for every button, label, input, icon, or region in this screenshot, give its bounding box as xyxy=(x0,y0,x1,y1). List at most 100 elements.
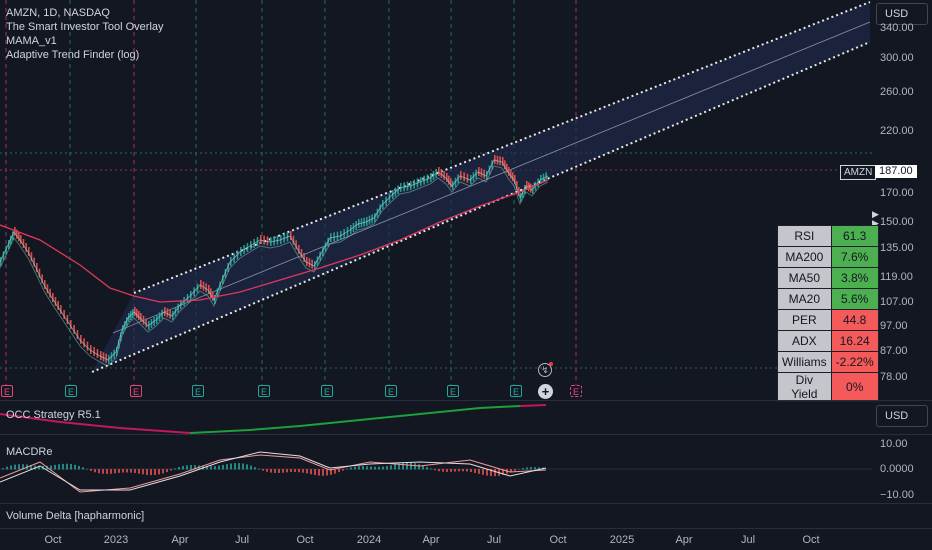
candle xyxy=(202,281,205,291)
macd-histogram-bar xyxy=(150,469,152,476)
stats-row: Williams -2.22% xyxy=(777,351,879,373)
candle xyxy=(504,160,506,170)
last-price-value: 187.00 xyxy=(875,165,917,178)
occ-line xyxy=(299,419,361,427)
macd-histogram-bar xyxy=(446,469,448,472)
macd-histogram-bar xyxy=(422,465,424,470)
candle xyxy=(70,320,72,329)
currency-button[interactable]: USD xyxy=(876,3,928,25)
indicator-smart-investor[interactable]: The Smart Investor Tool Overlay xyxy=(6,21,164,33)
macd-histogram-bar xyxy=(162,469,164,474)
macd-histogram-bar xyxy=(102,469,104,474)
symbol-title[interactable]: AMZN, 1D, NASDAQ xyxy=(6,7,110,19)
stats-label: MA50 xyxy=(777,267,832,289)
candle xyxy=(499,156,501,166)
candle xyxy=(483,169,485,179)
earnings-marker[interactable]: E xyxy=(130,385,142,397)
time-tick: Oct xyxy=(802,534,820,546)
macd-histogram-bar xyxy=(458,469,460,472)
macd-histogram-bar xyxy=(518,469,520,470)
candle xyxy=(66,315,69,324)
macd-histogram-bar xyxy=(530,467,532,470)
candle xyxy=(214,295,216,304)
macd-histogram-bar xyxy=(54,464,56,470)
alert-dot-icon xyxy=(549,362,553,366)
macd-histogram-bar xyxy=(106,469,108,474)
time-tick: Apr xyxy=(171,534,189,546)
candle xyxy=(219,281,221,291)
occ-line xyxy=(0,413,61,423)
occ-line xyxy=(519,404,547,407)
macd-histogram-bar xyxy=(214,466,216,470)
earnings-marker[interactable]: E xyxy=(192,385,204,397)
candle xyxy=(33,257,35,267)
candle xyxy=(506,163,508,173)
macd-histogram-bar xyxy=(298,469,300,473)
candle xyxy=(140,313,142,322)
candle xyxy=(443,171,445,180)
pane-divider[interactable] xyxy=(0,434,932,435)
indicator-mama[interactable]: MAMA_v1 xyxy=(6,35,57,47)
earnings-marker[interactable]: E xyxy=(1,385,13,397)
pane-divider[interactable] xyxy=(0,503,932,504)
macd-histogram-bar xyxy=(286,469,288,473)
candle xyxy=(73,325,75,334)
price-tick: 107.00 xyxy=(880,296,914,308)
alert-icon[interactable]: ↯ xyxy=(538,363,552,377)
candle xyxy=(145,318,147,328)
macd-histogram-bar xyxy=(206,466,208,470)
macd-pane-title[interactable]: MACDRe xyxy=(6,446,53,458)
zoom-arrow-icon[interactable]: ▶ ▶ xyxy=(872,209,879,228)
channel-fill xyxy=(92,2,870,372)
currency-button-secondary[interactable]: USD xyxy=(876,405,928,427)
candle xyxy=(14,227,16,236)
candle xyxy=(10,235,12,245)
candle xyxy=(86,341,89,351)
macd-histogram-bar xyxy=(414,463,416,470)
time-tick: Oct xyxy=(44,534,62,546)
macd-histogram-bar xyxy=(430,468,432,470)
macd-histogram-bar xyxy=(18,464,20,470)
pane-divider[interactable] xyxy=(0,400,932,401)
macd-histogram-bar xyxy=(402,462,404,470)
candle xyxy=(530,183,532,193)
candle xyxy=(105,353,107,363)
earnings-marker-upcoming[interactable]: E xyxy=(570,385,582,397)
macd-histogram-bar xyxy=(270,469,272,473)
macd-histogram-bar xyxy=(382,466,384,470)
candle xyxy=(2,251,5,261)
candle xyxy=(200,280,202,289)
macd-histogram-bar xyxy=(130,469,132,473)
macd-histogram-bar xyxy=(2,468,4,470)
macd-histogram-bar xyxy=(86,468,88,470)
last-price-symbol: AMZN xyxy=(840,165,877,180)
macd-histogram-bar xyxy=(114,469,116,474)
occ-line xyxy=(189,429,251,434)
earnings-marker[interactable]: E xyxy=(321,385,333,397)
volume-pane-title[interactable]: Volume Delta [hapharmonic] xyxy=(6,510,145,522)
earnings-marker[interactable]: E xyxy=(258,385,270,397)
stats-label: PER xyxy=(777,309,832,331)
macd-histogram-bar xyxy=(194,465,196,470)
candle xyxy=(22,239,25,248)
add-icon[interactable]: + xyxy=(538,384,553,399)
candle xyxy=(138,311,140,320)
macd-tick: 0.0000 xyxy=(880,463,914,475)
stats-row: ADX 16.24 xyxy=(777,330,879,352)
earnings-marker[interactable]: E xyxy=(447,385,459,397)
pane-divider[interactable] xyxy=(0,528,932,529)
candle xyxy=(44,280,46,289)
macd-histogram-bar xyxy=(346,468,348,470)
macd-histogram-bar xyxy=(490,469,492,477)
occ-pane-title[interactable]: OCC Strategy R5.1 xyxy=(6,409,101,421)
earnings-marker[interactable]: E xyxy=(65,385,77,397)
price-tick: 150.00 xyxy=(880,216,914,228)
candle xyxy=(164,307,166,316)
earnings-marker[interactable]: E xyxy=(510,385,522,397)
earnings-marker[interactable]: E xyxy=(385,385,397,397)
candle xyxy=(518,187,520,196)
indicator-adaptive-trend[interactable]: Adaptive Trend Finder (log) xyxy=(6,49,140,61)
macd-histogram-bar xyxy=(190,465,192,470)
macd-histogram-bar xyxy=(234,463,236,470)
